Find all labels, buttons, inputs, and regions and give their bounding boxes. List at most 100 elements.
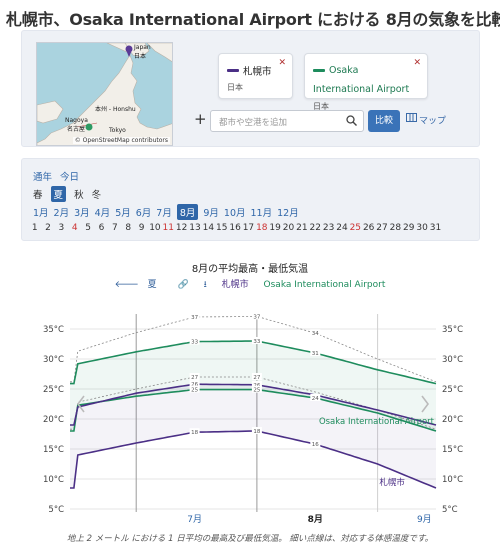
page-title: 札幌市、Osaka International Airport における 8月の… (6, 10, 500, 29)
point-label-bg (310, 349, 321, 356)
month-1[interactable]: 1月 (33, 208, 49, 219)
day-4[interactable]: 4 (71, 223, 78, 233)
month-4[interactable]: 4月 (94, 208, 111, 219)
point-label: 18 (191, 430, 198, 436)
compare-button[interactable]: 比較 (368, 110, 400, 132)
point-label-bg (310, 329, 321, 337)
legend-osaka[interactable]: Osaka International Airport (263, 280, 386, 290)
month-8[interactable]: 8月 (176, 204, 199, 220)
y-tick-label-right: 5°C (442, 505, 458, 515)
day-20[interactable]: 20 (282, 223, 295, 233)
day-13[interactable]: 13 (189, 223, 201, 233)
day-29[interactable]: 29 (403, 223, 415, 233)
map-credit[interactable]: © OpenStreetMap contributors (72, 137, 170, 144)
y-tick-label-left: 35°C (43, 325, 64, 335)
location-name: Osaka International Airport (313, 65, 410, 95)
temperature-chart: 8月の平均最高・最低気温 🡐 夏 🔗 ⭳ 札幌市 Osaka Internati… (0, 258, 500, 554)
location-map[interactable]: Japan 日本 本州 - Honshu Nagoya 名古屋 Tokyo © … (36, 42, 173, 146)
compare-panel: Japan 日本 本州 - Honshu Nagoya 名古屋 Tokyo © … (21, 30, 480, 147)
y-tick-label-right: 35°C (442, 325, 463, 335)
point-label-bg (189, 337, 200, 345)
day-26[interactable]: 26 (362, 223, 375, 233)
day-1[interactable]: 1 (31, 223, 38, 233)
download-icon[interactable]: ⭳ (203, 280, 207, 290)
month-10[interactable]: 10月 (223, 208, 246, 219)
day-27[interactable]: 27 (376, 223, 388, 233)
season-winter[interactable]: 冬 (91, 190, 102, 201)
scope-year[interactable]: 通年 (33, 172, 53, 183)
month-2[interactable]: 2月 (53, 208, 70, 219)
day-31[interactable]: 31 (429, 223, 442, 233)
location-card-osaka[interactable]: Osaka International Airport 日本 ✕ (304, 53, 428, 111)
point-label: 31 (312, 351, 319, 357)
day-18[interactable]: 18 (256, 223, 268, 233)
chart-prev-arrow-icon[interactable] (77, 395, 85, 413)
day-22[interactable]: 22 (309, 223, 321, 233)
day-17[interactable]: 17 (242, 223, 255, 233)
point-label-bg (310, 394, 321, 401)
period-selector: 通年 今日 春 夏 秋 冬 1月 2月 3月 4月 5月 6月 7月 8月 9月 10月 11月 12… (21, 158, 480, 241)
y-tick-label-left: 5°C (48, 505, 64, 515)
location-card-sapporo[interactable]: 札幌市 日本 ✕ (218, 53, 293, 99)
scope-today[interactable]: 今日 (60, 172, 80, 183)
day-14[interactable]: 14 (202, 223, 215, 233)
map-button[interactable]: マップ (406, 110, 446, 132)
month-3[interactable]: 3月 (74, 208, 90, 219)
legend-sapporo[interactable]: 札幌市 (221, 280, 249, 290)
month-5[interactable]: 5月 (115, 208, 131, 219)
point-label: 25 (253, 388, 260, 394)
day-8[interactable]: 8 (125, 223, 132, 233)
search-placeholder: 都市や空港を追加 (219, 118, 288, 128)
month-12[interactable]: 12月 (277, 208, 299, 219)
season-summer[interactable]: 夏 (50, 186, 67, 202)
remove-location-icon[interactable]: ✕ (413, 58, 421, 68)
day-30[interactable]: 30 (416, 223, 428, 233)
chart-footnote: 地上 2 メートル における 1 日平均の最高及び最低気温。 細い点線は、対応す… (66, 534, 434, 544)
map-button-label: マップ (419, 116, 447, 127)
point-label: 16 (312, 442, 319, 448)
day-25[interactable]: 25 (349, 223, 362, 233)
day-10[interactable]: 10 (149, 223, 161, 233)
y-tick-label-right: 10°C (442, 475, 463, 485)
point-label-bg (251, 427, 262, 434)
day-6[interactable]: 6 (98, 223, 105, 233)
day-23[interactable]: 23 (322, 223, 335, 233)
day-12[interactable]: 12 (175, 223, 188, 233)
search-input[interactable]: 都市や空港を追加 (210, 110, 364, 132)
day-3[interactable]: 3 (58, 223, 65, 233)
search-icon[interactable] (346, 115, 357, 129)
day-row: 1 2 3 4 5 6 7 8 9 10 11 12 13 14 15 16 17 18 19 20 21 22 23 24 2… (28, 222, 442, 233)
day-19[interactable]: 19 (269, 223, 281, 233)
season-autumn[interactable]: 秋 (74, 190, 84, 201)
day-21[interactable]: 21 (296, 223, 308, 233)
chart-toolbar: 🡐 夏 🔗 ⭳ 札幌市 Osaka International Airport (0, 277, 500, 293)
day-9[interactable]: 9 (138, 223, 145, 233)
point-label: 25 (191, 388, 198, 394)
series-swatch (313, 69, 325, 72)
point-label-bg (189, 313, 200, 320)
link-icon[interactable]: 🔗 (177, 280, 189, 290)
remove-location-icon[interactable]: ✕ (278, 58, 286, 68)
point-label: 37 (253, 314, 260, 320)
map-label-tokyo: Tokyo (109, 127, 126, 134)
day-5[interactable]: 5 (85, 223, 91, 233)
point-label: 34 (312, 331, 319, 337)
day-28[interactable]: 28 (389, 223, 402, 233)
month-7[interactable]: 7月 (156, 208, 172, 219)
day-16[interactable]: 16 (229, 223, 241, 233)
osaka-marker[interactable] (85, 123, 93, 131)
season-spring[interactable]: 春 (33, 190, 43, 201)
day-24[interactable]: 24 (336, 223, 348, 233)
day-7[interactable]: 7 (111, 223, 118, 233)
day-2[interactable]: 2 (45, 223, 51, 233)
month-6[interactable]: 6月 (135, 208, 152, 219)
y-tick-label-left: 20°C (43, 415, 64, 425)
chart-svg: 5°C 5°C 10°C 10°C 15°C 15°C 20°C 20°C 25°C 25°C 30… (43, 312, 463, 525)
month-11[interactable]: 11月 (250, 208, 273, 219)
day-11[interactable]: 11 (162, 223, 174, 233)
chart-next-arrow-icon[interactable] (421, 395, 429, 413)
month-9[interactable]: 9月 (203, 208, 219, 219)
prev-period-button[interactable]: 🡐 夏 (114, 280, 157, 290)
day-15[interactable]: 15 (215, 223, 228, 233)
point-label-bg (189, 373, 200, 380)
